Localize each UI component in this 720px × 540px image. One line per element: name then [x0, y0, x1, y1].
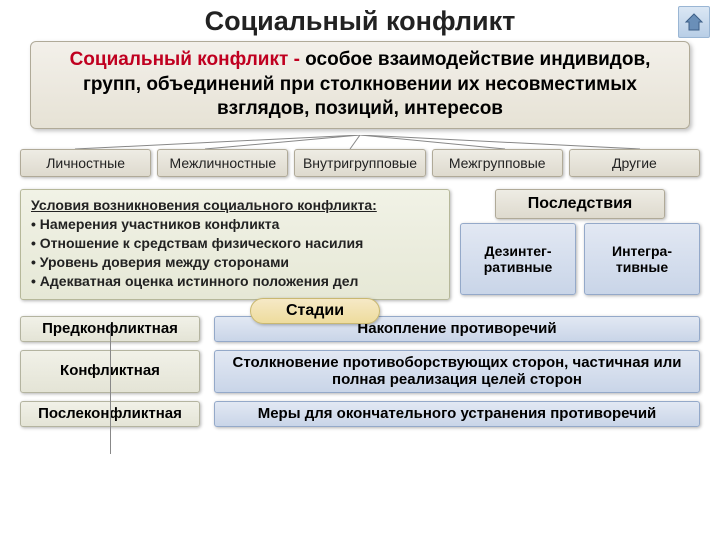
- page-title: Социальный конфликт: [0, 0, 720, 39]
- type-box: Межгрупповые: [432, 149, 563, 177]
- type-box: Другие: [569, 149, 700, 177]
- type-box: Внутригрупповые: [294, 149, 425, 177]
- fan-connector: [30, 135, 690, 149]
- consequences-wrap: Последствия Дезинтег-ративные Интегра-ти…: [460, 189, 700, 295]
- condition-item: Уровень доверия между сторонами: [31, 253, 439, 272]
- types-row: Личностные Межличностные Внутригрупповые…: [0, 149, 720, 177]
- conditions-box: Условия возникновения социального конфли…: [20, 189, 450, 299]
- definition-lead: Социальный конфликт -: [70, 49, 306, 70]
- stages-label: Стадии: [250, 298, 380, 324]
- type-box: Личностные: [20, 149, 151, 177]
- consequence-box: Дезинтег-ративные: [460, 223, 576, 295]
- stages-connector: [110, 324, 111, 454]
- consequence-box: Интегра-тивные: [584, 223, 700, 295]
- type-box: Межличностные: [157, 149, 288, 177]
- conditions-list: Намерения участников конфликта Отношение…: [31, 215, 439, 291]
- condition-item: Намерения участников конфликта: [31, 215, 439, 234]
- condition-item: Адекватная оценка истинного положения де…: [31, 272, 439, 291]
- stage-desc: Меры для окончательного устранения проти…: [214, 401, 700, 428]
- stage-desc: Столкновение противоборствующих сторон, …: [214, 350, 700, 393]
- stage-row: Конфликтная Столкновение противоборствую…: [20, 350, 700, 393]
- conditions-title: Условия возникновения социального конфли…: [31, 196, 439, 215]
- consequences-label: Последствия: [495, 189, 665, 219]
- condition-item: Отношение к средствам физического насили…: [31, 234, 439, 253]
- stages-wrap: Стадии Предконфликтная Накопление против…: [0, 304, 720, 428]
- definition-box: Социальный конфликт - особое взаимодейст…: [30, 41, 690, 129]
- home-icon[interactable]: [678, 6, 710, 38]
- stage-row: Послеконфликтная Меры для окончательного…: [20, 401, 700, 428]
